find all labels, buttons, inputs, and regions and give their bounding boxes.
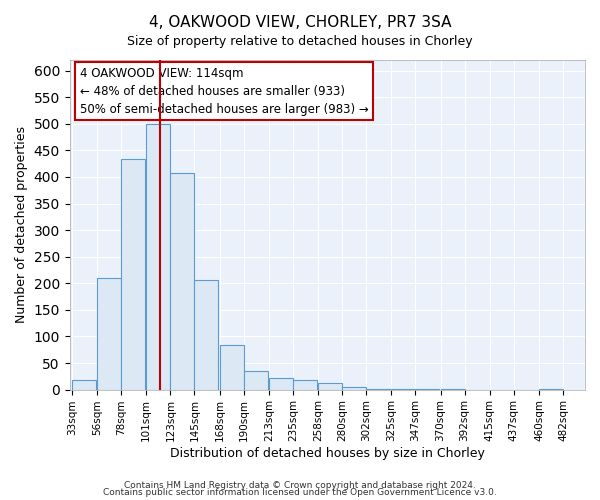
Bar: [293, 380, 317, 390]
Bar: [121, 160, 145, 390]
Bar: [170, 172, 194, 390]
Bar: [366, 388, 390, 390]
Bar: [415, 389, 439, 390]
Bar: [269, 378, 293, 390]
Text: Contains public sector information licensed under the Open Government Licence v3: Contains public sector information licen…: [103, 488, 497, 497]
Bar: [72, 380, 96, 390]
Bar: [244, 371, 268, 390]
Text: Contains HM Land Registry data © Crown copyright and database right 2024.: Contains HM Land Registry data © Crown c…: [124, 480, 476, 490]
Text: 4 OAKWOOD VIEW: 114sqm
← 48% of detached houses are smaller (933)
50% of semi-de: 4 OAKWOOD VIEW: 114sqm ← 48% of detached…: [80, 66, 369, 116]
Bar: [194, 280, 218, 390]
Text: 4, OAKWOOD VIEW, CHORLEY, PR7 3SA: 4, OAKWOOD VIEW, CHORLEY, PR7 3SA: [149, 15, 451, 30]
Bar: [146, 124, 170, 390]
Bar: [342, 387, 366, 390]
Bar: [539, 389, 563, 390]
Bar: [318, 382, 342, 390]
Y-axis label: Number of detached properties: Number of detached properties: [15, 126, 28, 324]
Bar: [97, 278, 121, 390]
Text: Size of property relative to detached houses in Chorley: Size of property relative to detached ho…: [127, 35, 473, 48]
Bar: [220, 346, 244, 390]
X-axis label: Distribution of detached houses by size in Chorley: Distribution of detached houses by size …: [170, 447, 485, 460]
Bar: [440, 389, 464, 390]
Bar: [391, 388, 415, 390]
